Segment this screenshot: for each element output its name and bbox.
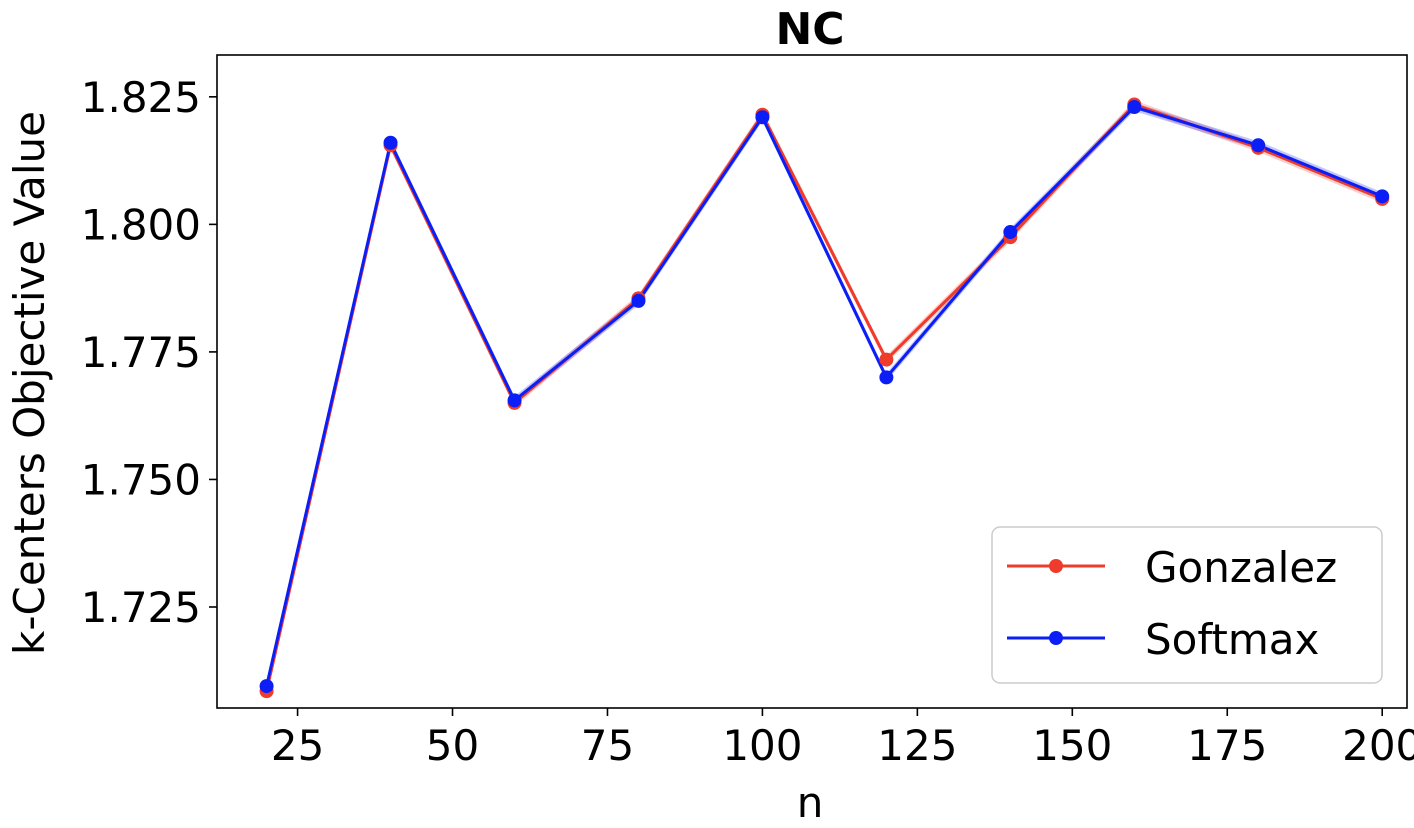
point-softmax-100: [755, 110, 770, 125]
legend-marker-softmax: [1049, 631, 1063, 645]
point-softmax-140: [1003, 225, 1018, 240]
line-softmax: [265, 105, 1383, 687]
point-softmax-180: [1251, 138, 1266, 153]
x-tick-label-100: 100: [722, 721, 802, 770]
chart-title: NC: [775, 4, 844, 55]
legend-marker-gonzalez: [1049, 559, 1063, 573]
legend-label-softmax: Softmax: [1145, 615, 1319, 664]
y-tick-label-1.825: 1.825: [81, 73, 201, 122]
point-softmax-80: [631, 293, 646, 308]
point-softmax-40: [383, 135, 398, 150]
point-softmax-20: [259, 679, 274, 694]
x-tick-label-200: 200: [1342, 721, 1414, 770]
point-softmax-200: [1375, 189, 1390, 204]
y-axis-label: k-Centers Objective Value: [5, 111, 54, 655]
y-tick-label-1.750: 1.750: [81, 455, 201, 504]
point-softmax-60: [507, 393, 522, 408]
y-tick-label-1.775: 1.775: [81, 328, 201, 377]
x-tick-label-75: 75: [581, 721, 634, 770]
data-points: [259, 97, 1390, 699]
legend: Gonzalez Softmax: [991, 526, 1383, 684]
point-gonzalez-120: [879, 352, 894, 367]
x-axis-label: n: [797, 778, 824, 827]
y-tick-label-1.800: 1.800: [81, 200, 201, 249]
point-softmax-120: [879, 370, 894, 385]
series-lines: [265, 102, 1383, 692]
x-tick-label-50: 50: [426, 721, 479, 770]
x-axis-ticks: 25 50 75 100 125 150 175 200: [271, 708, 1414, 770]
x-tick-label-25: 25: [271, 721, 324, 770]
x-tick-label-125: 125: [877, 721, 957, 770]
point-softmax-160: [1127, 100, 1142, 115]
x-tick-label-150: 150: [1032, 721, 1112, 770]
x-tick-label-175: 175: [1187, 721, 1267, 770]
legend-label-gonzalez: Gonzalez: [1145, 543, 1337, 592]
y-tick-label-1.725: 1.725: [81, 583, 201, 632]
y-axis-ticks: 1.725 1.750 1.775 1.800 1.825: [81, 73, 217, 632]
plot-area-frame: [216, 54, 1408, 709]
